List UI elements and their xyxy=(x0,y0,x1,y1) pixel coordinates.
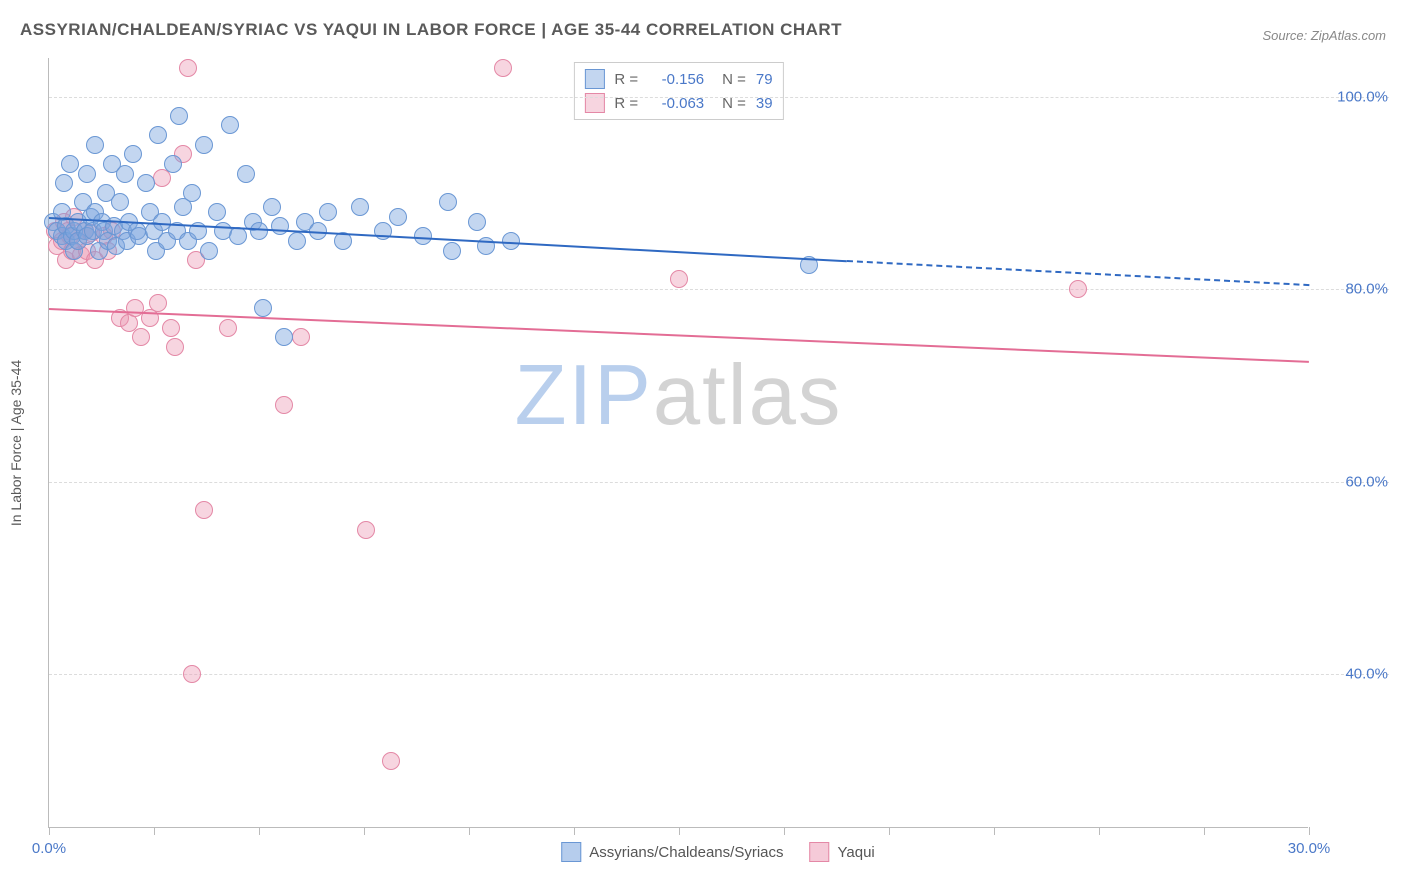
data-point xyxy=(275,328,293,346)
legend-swatch xyxy=(584,69,604,89)
x-tick xyxy=(679,827,680,835)
data-point xyxy=(86,136,104,154)
watermark: ZIPatlas xyxy=(515,347,843,445)
data-point xyxy=(208,203,226,221)
data-point xyxy=(254,299,272,317)
data-point xyxy=(439,193,457,211)
x-tick xyxy=(154,827,155,835)
data-point xyxy=(195,501,213,519)
data-point xyxy=(288,232,306,250)
y-tick-label: 40.0% xyxy=(1318,666,1388,683)
data-point xyxy=(124,145,142,163)
series-legend: Assyrians/Chaldeans/Syriacs Yaqui xyxy=(561,842,875,862)
data-point xyxy=(351,198,369,216)
x-tick-label: 0.0% xyxy=(32,840,66,857)
data-point xyxy=(1069,280,1087,298)
y-tick-label: 100.0% xyxy=(1318,88,1388,105)
x-tick xyxy=(1309,827,1310,835)
data-point xyxy=(357,521,375,539)
legend-row: R = -0.156 N = 79 xyxy=(584,67,772,91)
data-point xyxy=(275,396,293,414)
data-point xyxy=(250,222,268,240)
data-point xyxy=(137,174,155,192)
x-tick xyxy=(259,827,260,835)
data-point xyxy=(292,328,310,346)
data-point xyxy=(319,203,337,221)
data-point xyxy=(221,116,239,134)
x-tick xyxy=(784,827,785,835)
data-point xyxy=(61,155,79,173)
data-point xyxy=(116,165,134,183)
data-point xyxy=(164,155,182,173)
data-point xyxy=(166,338,184,356)
x-tick xyxy=(889,827,890,835)
n-value: 79 xyxy=(756,71,773,88)
x-tick xyxy=(994,827,995,835)
legend-label: Assyrians/Chaldeans/Syriacs xyxy=(589,844,783,861)
data-point xyxy=(111,193,129,211)
legend-swatch xyxy=(561,842,581,862)
plot-area: ZIPatlas R =-0.156N =79R =-0.063N =39 40… xyxy=(48,58,1308,828)
data-point xyxy=(468,213,486,231)
data-point xyxy=(229,227,247,245)
gridline xyxy=(49,97,1389,98)
data-point xyxy=(237,165,255,183)
data-point xyxy=(200,242,218,260)
data-point xyxy=(78,165,96,183)
watermark-atlas: atlas xyxy=(653,348,843,443)
n-label: N = xyxy=(722,71,746,88)
data-point xyxy=(389,208,407,226)
source-label: Source: ZipAtlas.com xyxy=(1262,28,1386,43)
correlation-legend: R = -0.156 N = 79 R =-0.063N =39 xyxy=(573,62,783,120)
data-point xyxy=(271,217,289,235)
data-point xyxy=(162,319,180,337)
gridline xyxy=(49,289,1389,290)
watermark-zip: ZIP xyxy=(515,348,653,443)
r-value: -0.156 xyxy=(648,71,704,88)
y-tick-label: 80.0% xyxy=(1318,281,1388,298)
data-point xyxy=(183,184,201,202)
data-point xyxy=(170,107,188,125)
data-point xyxy=(374,222,392,240)
data-point xyxy=(443,242,461,260)
data-point xyxy=(132,328,150,346)
x-tick xyxy=(469,827,470,835)
data-point xyxy=(179,59,197,77)
x-tick xyxy=(1204,827,1205,835)
data-point xyxy=(149,126,167,144)
y-tick-label: 60.0% xyxy=(1318,473,1388,490)
x-tick-label: 30.0% xyxy=(1288,840,1331,857)
data-point xyxy=(494,59,512,77)
x-tick xyxy=(574,827,575,835)
data-point xyxy=(195,136,213,154)
chart-container: ZIPatlas R = -0.156 N = 79 R =-0.063N =39 40… xyxy=(48,58,1388,828)
legend-label: Yaqui xyxy=(837,844,874,861)
x-tick xyxy=(364,827,365,835)
y-axis-label: In Labor Force | Age 35-44 xyxy=(8,360,24,526)
data-point xyxy=(149,294,167,312)
r-label: R = xyxy=(614,71,638,88)
legend-swatch xyxy=(809,842,829,862)
legend-item: Yaqui xyxy=(809,842,874,862)
legend-row: R =-0.063N =39 xyxy=(584,91,772,115)
gridline xyxy=(49,674,1389,675)
legend-item: Assyrians/Chaldeans/Syriacs xyxy=(561,842,783,862)
x-tick xyxy=(1099,827,1100,835)
x-tick xyxy=(49,827,50,835)
data-point xyxy=(55,174,73,192)
gridline xyxy=(49,482,1389,483)
chart-title: ASSYRIAN/CHALDEAN/SYRIAC VS YAQUI IN LAB… xyxy=(20,20,842,40)
data-point xyxy=(670,270,688,288)
data-point xyxy=(219,319,237,337)
data-point xyxy=(382,752,400,770)
data-point xyxy=(263,198,281,216)
trend-line xyxy=(49,308,1309,363)
data-point xyxy=(183,665,201,683)
